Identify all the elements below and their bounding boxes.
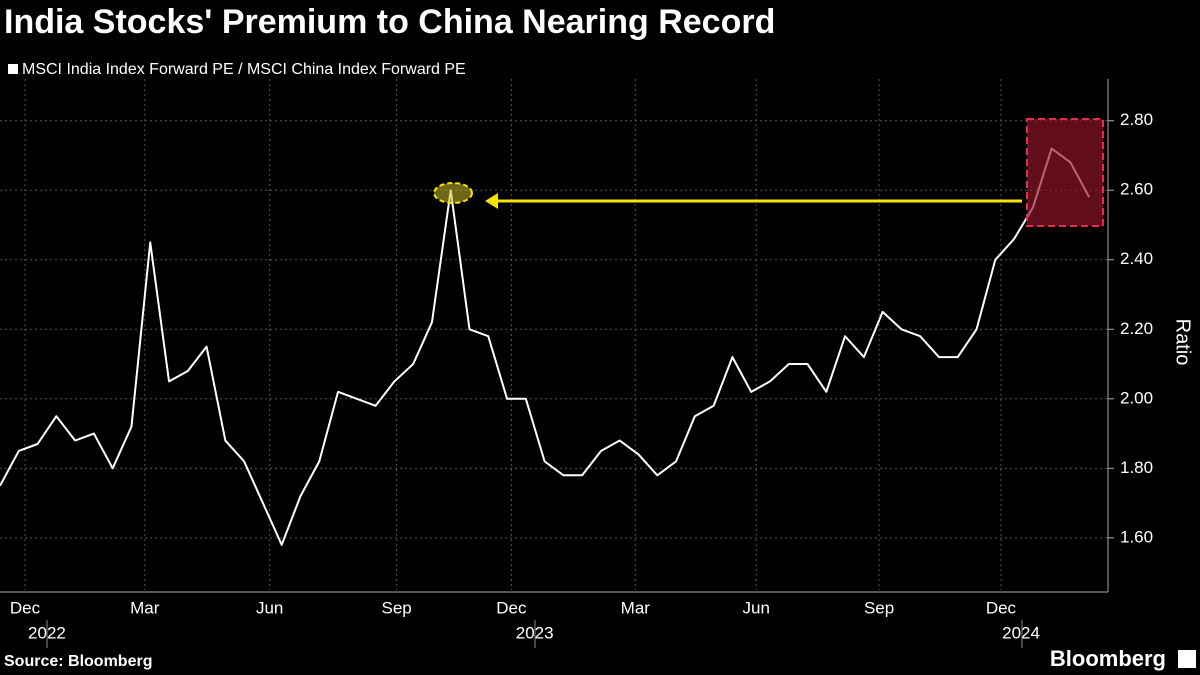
annotations — [433, 118, 1104, 227]
year-label: 2024 — [1002, 623, 1040, 642]
x-tick-label: Jun — [256, 598, 283, 617]
x-tick-label: Mar — [621, 598, 651, 617]
x-tick-label: Sep — [864, 598, 894, 617]
y-tick-label: 1.60 — [1120, 527, 1153, 546]
y-tick-label: 2.20 — [1120, 319, 1153, 338]
legend-swatch — [8, 64, 18, 74]
arrow-head — [485, 193, 498, 209]
x-tick-label: Dec — [986, 598, 1017, 617]
x-tick-label: Mar — [130, 598, 160, 617]
x-tick-label: Dec — [10, 598, 41, 617]
peak-highlight — [433, 182, 473, 204]
source: Source: Bloomberg — [4, 653, 152, 670]
logo: Bloomberg — [1050, 646, 1166, 671]
logo-icon — [1178, 650, 1196, 668]
y-tick-label: 2.60 — [1120, 180, 1153, 199]
series-line — [0, 147, 1091, 546]
y-tick-label: 2.80 — [1120, 110, 1153, 129]
legend-label: MSCI India Index Forward PE / MSCI China… — [22, 61, 466, 78]
y-axis-label: Ratio — [1172, 319, 1194, 366]
plot: 1.60 1.80 2.00 2.20 2.40 2.60 2.80 Dec Mar Jun Sep… — [0, 79, 1153, 648]
x-tick-label: Sep — [382, 598, 412, 617]
y-tick-label: 1.80 — [1120, 458, 1153, 477]
chart-title: India Stocks' Premium to China Nearing R… — [4, 3, 775, 41]
recent-highlight — [1026, 118, 1104, 227]
x-tick-label: Jun — [743, 598, 770, 617]
y-tick-label: 2.00 — [1120, 388, 1153, 407]
x-tick-label: Dec — [496, 598, 527, 617]
y-tick-label: 2.40 — [1120, 249, 1153, 268]
